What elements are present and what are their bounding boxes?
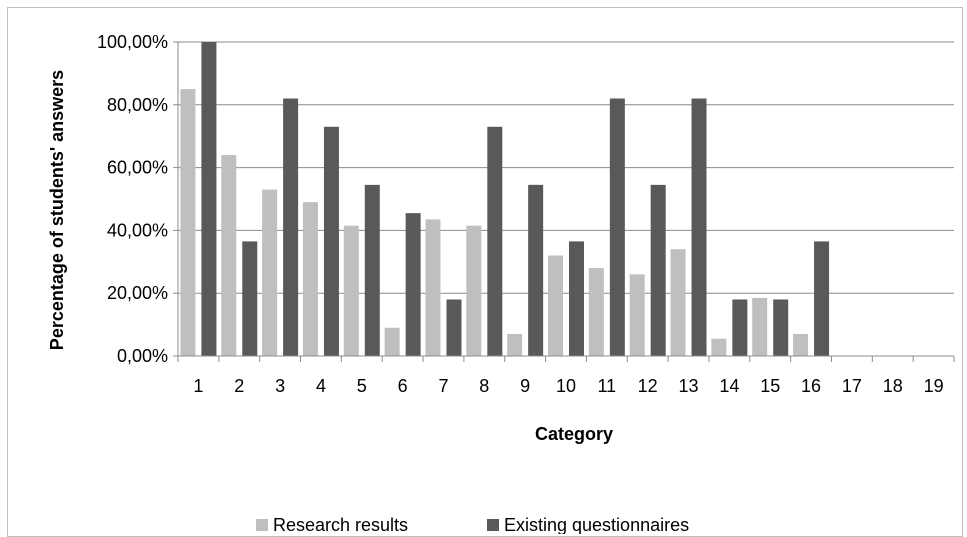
bar-research-results-5 (343, 225, 359, 356)
y-tick-label: 60,00% (107, 158, 168, 178)
x-tick-label: 6 (398, 376, 408, 396)
x-tick-label: 1 (193, 376, 203, 396)
y-tick-label: 20,00% (107, 283, 168, 303)
bar-existing-questionnaires-11 (609, 98, 625, 357)
x-tick-labels: 1 2 3 4 5 6 7 8 9 10 11 12 13 14 15 16 17 18 19 (193, 376, 943, 396)
bar-research-results-6 (384, 327, 400, 356)
legend-swatch-research-results (256, 519, 268, 531)
legend-label-research-results: Research results (273, 515, 408, 534)
bar-research-results-3 (262, 189, 278, 356)
bar-existing-questionnaires-10 (569, 241, 584, 356)
bar-existing-questionnaires-16 (814, 241, 830, 356)
axes (173, 41, 955, 362)
x-tick-label: 11 (597, 376, 616, 396)
bar-research-results-16 (793, 334, 809, 356)
bars (180, 42, 830, 357)
bar-research-results-12 (629, 274, 645, 356)
bar-existing-questionnaires-5 (364, 184, 380, 356)
bar-existing-questionnaires-4 (323, 126, 339, 356)
x-tick-label: 12 (638, 376, 658, 396)
bar-research-results-8 (466, 225, 482, 356)
bar-research-results-14 (711, 338, 727, 356)
y-axis-title: Percentage of students' answers (47, 70, 67, 350)
bar-existing-questionnaires-9 (528, 184, 544, 356)
x-tick-label: 9 (520, 376, 530, 396)
y-tick-label: 80,00% (107, 95, 168, 115)
x-tick-label: 17 (842, 376, 862, 396)
bar-existing-questionnaires-15 (773, 299, 789, 356)
x-tick-label: 10 (556, 376, 576, 396)
y-tick-label: 0,00% (117, 346, 168, 366)
bar-research-results-1 (180, 89, 196, 356)
x-tick-label: 18 (883, 376, 903, 396)
x-tick-label: 15 (760, 376, 780, 396)
bar-research-results-10 (548, 255, 563, 356)
x-tick-label: 3 (275, 376, 285, 396)
legend-swatch-existing-questionnaires (487, 519, 499, 531)
x-tick-label: 16 (801, 376, 821, 396)
legend: Research results Existing questionnaires (256, 515, 689, 534)
x-axis-title: Category (535, 424, 613, 444)
bar-research-results-2 (221, 155, 237, 356)
bar-existing-questionnaires-2 (242, 241, 258, 356)
x-tick-label: 13 (679, 376, 699, 396)
bar-existing-questionnaires-7 (446, 299, 462, 356)
y-tick-label: 100,00% (97, 32, 168, 52)
bar-existing-questionnaires-3 (283, 98, 299, 357)
bar-existing-questionnaires-1 (201, 42, 217, 356)
bar-research-results-7 (425, 219, 441, 356)
bar-existing-questionnaires-14 (732, 299, 748, 356)
x-tick-label: 14 (719, 376, 739, 396)
bar-research-results-15 (752, 297, 768, 356)
x-tick-label: 2 (234, 376, 244, 396)
bar-existing-questionnaires-12 (650, 184, 666, 356)
x-tick-label: 5 (357, 376, 367, 396)
bar-existing-questionnaires-8 (487, 126, 503, 356)
y-tick-label: 40,00% (107, 220, 168, 240)
x-tick-label: 7 (438, 376, 448, 396)
y-tick-labels: 0,00% 20,00% 40,00% 60,00% 80,00% 100,00% (97, 32, 168, 366)
bar-existing-questionnaires-13 (691, 98, 707, 357)
bar-research-results-11 (588, 268, 604, 356)
x-tick-label: 4 (316, 376, 326, 396)
x-tick-label: 19 (924, 376, 944, 396)
bar-research-results-4 (302, 202, 318, 356)
x-tick-label: 8 (479, 376, 489, 396)
bar-research-results-9 (507, 334, 523, 356)
bar-research-results-13 (670, 249, 686, 356)
bar-existing-questionnaires-6 (405, 213, 421, 356)
legend-label-existing-questionnaires: Existing questionnaires (504, 515, 689, 534)
